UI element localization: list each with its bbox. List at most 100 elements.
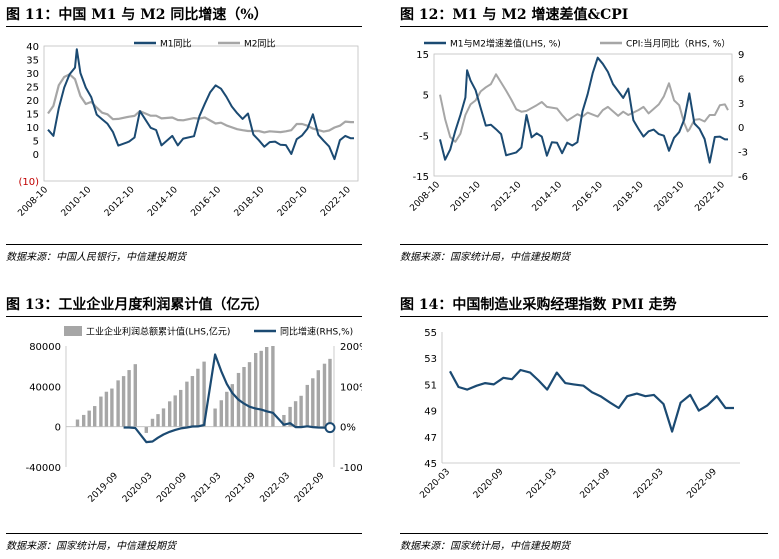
figure-13-legend-growth-label: 同比增速(RHS,%) [280, 326, 353, 338]
figure-11-x-tick: 2018-10 [233, 185, 267, 219]
figure-13-bar [185, 381, 189, 427]
figure-12-x-tick: 2010-10 [449, 180, 483, 214]
figure-14-title: 图 14：中国制造业采购经理指数 PMI 走势 [400, 297, 677, 313]
figure-11-y-tick: 0 [33, 150, 39, 161]
figure-13-bar [202, 361, 206, 427]
figure-13-y-right-tick: 100% [340, 382, 362, 393]
figure-12-legend-cpi-label: CPI:当月同比（RHS, %） [626, 38, 730, 50]
figure-13-title-rule [6, 316, 362, 317]
figure-12-x-tick: 2022-10 [693, 180, 727, 214]
figure-13-y-right-tick: -100% [340, 463, 362, 474]
figure-13-source-rule [6, 533, 362, 534]
figure-13-last-point-marker [324, 422, 336, 434]
figure-14-y-tick: 47 [424, 433, 437, 444]
figure-13: 图 13：工业企业月度利润累计值（亿元） 80000 40000 0 -40000 20… [6, 290, 362, 558]
figure-11-legend-m2-label: M2同比 [244, 38, 276, 50]
figure-12-y-right-tick: 6 [738, 74, 744, 85]
figure-11-y-tick: 30 [26, 69, 39, 80]
figure-13-bar [127, 370, 131, 427]
figure-12-y-left-tick: -15 [413, 172, 429, 183]
figure-11-y-tick: 35 [26, 56, 39, 67]
figure-11-y-tick: 5 [33, 137, 39, 148]
figure-13-bar [247, 362, 252, 427]
figure-12-x-tick: 2008-10 [408, 180, 442, 214]
figure-11-x-tick: 2012-10 [103, 185, 137, 219]
figure-13-x-tick: 2021-03 [190, 471, 224, 505]
figure-11-title-rule [6, 26, 362, 27]
figure-13-bar [293, 401, 298, 427]
figure-13-title: 图 13：工业企业月度利润累计值（亿元） [6, 297, 269, 313]
figure-13-x-tick: 2021-09 [224, 471, 258, 505]
figure-12-source: 数据来源：国家统计局，中信建投期货 [400, 252, 570, 263]
figure-13-bar [93, 406, 97, 427]
figure-13-bar [121, 376, 126, 427]
figure-13-bar [316, 370, 321, 427]
figure-13-bar [288, 406, 292, 427]
figure-13-y-left-tick: 0 [55, 423, 61, 434]
figure-12-plot-frame [433, 53, 733, 177]
figure-13-legend-bars-label: 工业企业利润总额累计值(LHS,亿元) [86, 326, 230, 338]
figure-13-bar [190, 376, 195, 427]
figure-12-source-rule [400, 244, 768, 245]
figure-14-source: 数据来源：国家统计局，中信建投期货 [400, 541, 570, 552]
figure-13-bar [271, 346, 275, 427]
figure-13-y-right-tick: 0% [340, 423, 356, 434]
figure-14-y-tick: 49 [424, 407, 437, 418]
figure-13-bar [75, 419, 80, 427]
figure-11-legend-m1-label: M1同比 [160, 38, 192, 50]
figure-11-y-tick: 40 [26, 42, 39, 53]
figure-12-y-right-tick: -3 [738, 148, 748, 159]
figure-11-chart: 40 35 30 25 20 15 10 5 0 (10)2008-10 2010-10 2012-1… [16, 38, 359, 219]
figure-13-bar [81, 414, 86, 427]
figure-14: 图 14：中国制造业采购经理指数 PMI 走势 55 53 51 49 47 45 2020… [400, 290, 768, 558]
figure-12-y-left-tick: -5 [419, 131, 429, 142]
figure-13-bar [311, 378, 315, 427]
figure-13-bar [161, 408, 166, 427]
figure-13-bar [133, 364, 137, 427]
figure-14-x-tick: 2022-09 [685, 467, 719, 501]
figure-13-x-tick: 2019-09 [87, 471, 121, 505]
figure-14-y-tick: 45 [424, 459, 437, 470]
figure-13-bar [219, 400, 223, 427]
figure-13-bar [225, 391, 229, 427]
figure-14-x-tick: 2020-03 [418, 467, 452, 501]
figure-11-x-tick: 2008-10 [16, 185, 50, 219]
figure-14-y-tick: 51 [424, 380, 437, 391]
figure-13-bar [322, 363, 327, 427]
figure-11-y-tick: 15 [26, 110, 39, 121]
figure-11-source-rule [6, 244, 362, 245]
figure-11-y-tick: (10) [18, 177, 39, 188]
figure-11-x-tick: 2016-10 [189, 185, 223, 219]
figure-13-x-tick: 2020-03 [121, 471, 155, 505]
figure-12-y-left-tick: 5 [423, 91, 429, 102]
figure-12-line-cpi [439, 73, 729, 143]
figure-13-chart: 80000400000-40000200%100%0%-100%2019-092… [26, 326, 362, 505]
figure-13-bar [230, 384, 235, 427]
figure-13-bar [167, 401, 172, 427]
figure-13-bar [110, 388, 114, 427]
figure-13-bar [196, 368, 200, 427]
figure-12-x-tick: 2018-10 [612, 180, 646, 214]
figure-11-line-m1 [47, 48, 354, 161]
figure-13-bar [242, 366, 246, 427]
figure-12-title: 图 12：M1 与 M2 增速差值&CPI [400, 7, 629, 23]
figure-13-bar [305, 384, 309, 427]
figure-12-line-m1m2 [439, 56, 728, 164]
figure-13-legend-bars-swatch [64, 326, 82, 336]
figure-13-bar [213, 408, 217, 427]
figure-11-x-tick: 2010-10 [60, 185, 94, 219]
figure-13-bar [104, 391, 109, 427]
figure-11-y-tick: 20 [26, 96, 39, 107]
figure-11-x-tick: 2020-10 [276, 185, 310, 219]
figure-11-plot-frame [43, 45, 359, 182]
figure-13-bar [282, 414, 286, 427]
figure-12-y-left-tick: 15 [416, 50, 429, 61]
figure-14-x-tick: 2022-03 [632, 467, 666, 501]
figure-13-y-right-tick: 200% [340, 342, 362, 353]
figure-12-legend-m1m2-label: M1与M2增速差值(LHS, %) [450, 38, 561, 50]
figure-13-source: 数据来源：国家统计局，中信建投期货 [6, 541, 176, 552]
figure-12-x-tick: 2016-10 [571, 180, 605, 214]
figure-11: 图 11：中国 M1 与 M2 同比增速（%） 40 35 30 25 20 15 10 5 0… [6, 0, 362, 268]
figure-13-x-tick: 2022-03 [259, 471, 293, 505]
